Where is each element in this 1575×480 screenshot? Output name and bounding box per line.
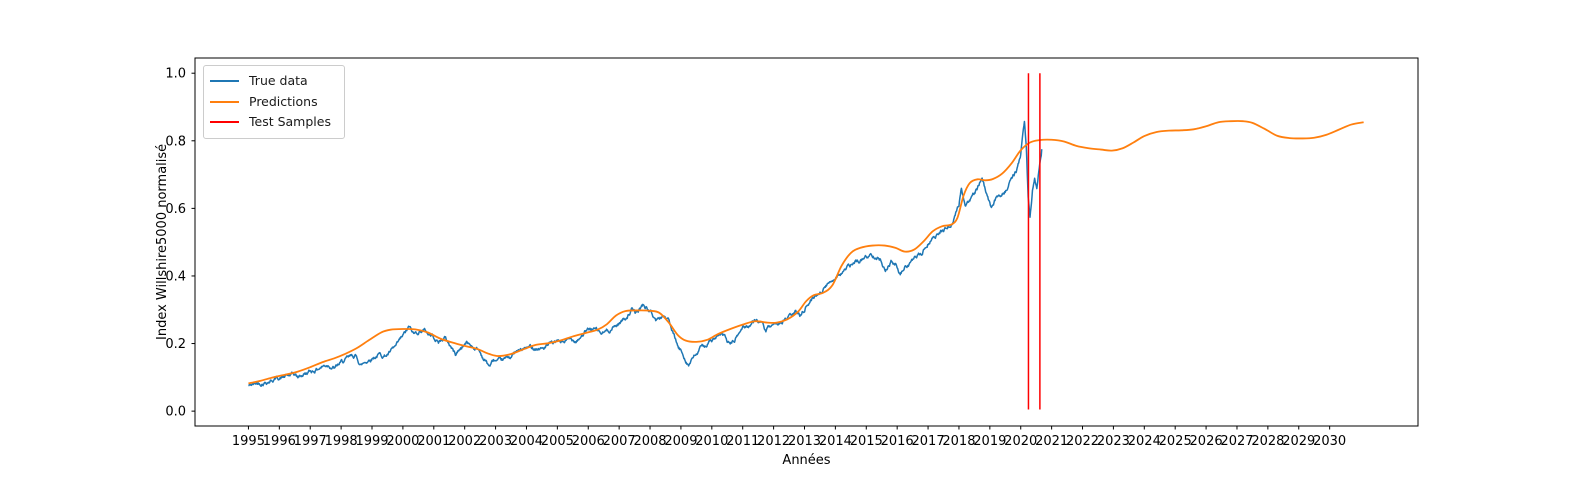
x-tick-label: 2005	[541, 434, 574, 449]
x-tick-label: 2010	[695, 434, 728, 449]
x-tick-label: 2012	[757, 434, 790, 449]
x-tick-label: 2004	[510, 434, 543, 449]
plot-border	[194, 57, 1419, 427]
x-tick-label: 2006	[572, 434, 605, 449]
y-tick-label: 0.4	[165, 269, 186, 284]
legend-item-test-samples: Test Samples	[210, 112, 344, 133]
test-samples-line-swatch-icon	[210, 121, 239, 124]
y-tick-label: 0.0	[165, 405, 186, 420]
x-tick-label: 2027	[1220, 434, 1253, 449]
x-tick-label: 1995	[232, 434, 265, 449]
x-tick-label: 2011	[726, 434, 759, 449]
x-tick-label: 2018	[942, 434, 975, 449]
legend-label: Test Samples	[249, 114, 331, 129]
x-tick-label: 2019	[973, 434, 1006, 449]
x-tick-label: 2028	[1251, 434, 1284, 449]
x-tick-label: 2030	[1313, 434, 1346, 449]
x-tick-label: 2013	[788, 434, 821, 449]
series-predictions	[248, 120, 1364, 385]
x-tick-label: 2015	[850, 434, 883, 449]
series-true-data	[248, 120, 1043, 387]
x-tick-label: 2003	[479, 434, 512, 449]
x-tick-label: 2007	[603, 434, 636, 449]
x-tick-label: 2009	[664, 434, 697, 449]
x-tick-label: 2022	[1066, 434, 1099, 449]
x-tick-label: 2024	[1128, 434, 1161, 449]
y-tick-label: 0.2	[165, 337, 186, 352]
x-tick-label: 1999	[355, 434, 388, 449]
x-tick-label: 2014	[819, 434, 852, 449]
x-tick-label: 2000	[386, 434, 419, 449]
x-tick-label: 2002	[448, 434, 481, 449]
true-data-line-swatch-icon	[210, 80, 239, 83]
legend: True data Predictions Test Samples	[203, 65, 345, 139]
x-tick-label: 2029	[1282, 434, 1315, 449]
x-tick-label: 1996	[263, 434, 296, 449]
x-tick-label: 2020	[1004, 434, 1037, 449]
x-tick-label: 1997	[294, 434, 327, 449]
legend-label: Predictions	[249, 93, 318, 109]
x-tick-label: 2026	[1190, 434, 1223, 449]
x-tick-label: 2025	[1159, 434, 1192, 449]
predictions-line-swatch-icon	[210, 100, 239, 103]
x-tick-label: 2017	[912, 434, 945, 449]
y-tick-label: 0.8	[165, 134, 186, 149]
y-axis-label: Index Willshire5000 normalisé	[155, 143, 170, 340]
x-tick-label: 2008	[633, 434, 666, 449]
y-tick-label: 0.6	[165, 202, 186, 217]
x-tick-label: 2016	[881, 434, 914, 449]
x-tick-label: 2001	[417, 434, 450, 449]
x-tick-label: 1998	[325, 434, 358, 449]
legend-label: True data	[249, 73, 308, 88]
legend-item-true-data: True data	[210, 71, 344, 92]
legend-item-predictions: Predictions	[210, 92, 344, 113]
x-axis-label: Années	[782, 453, 831, 468]
x-tick-label: 2023	[1097, 434, 1130, 449]
x-tick-label: 2021	[1035, 434, 1068, 449]
y-tick-label: 1.0	[165, 67, 186, 82]
